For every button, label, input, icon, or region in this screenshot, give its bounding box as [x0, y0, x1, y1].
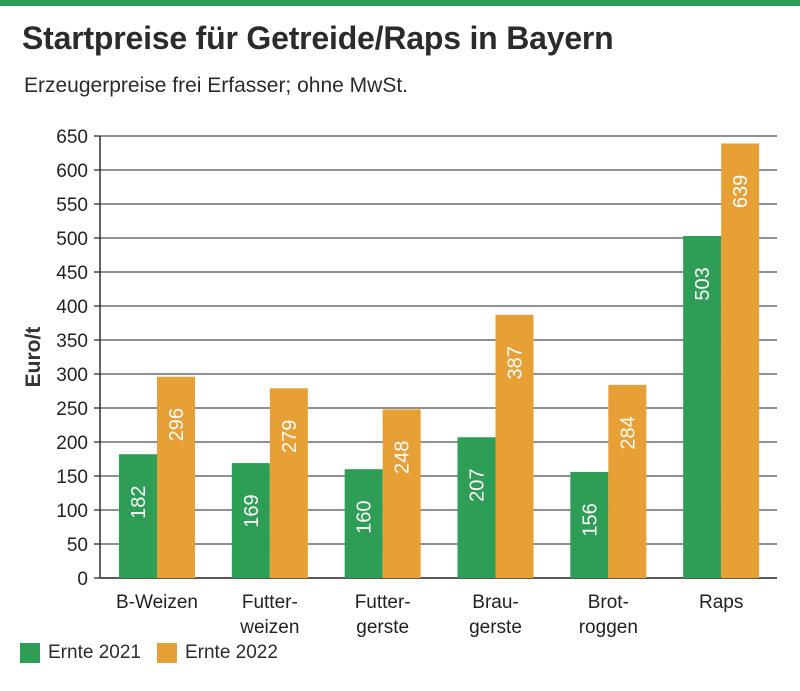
x-tick-label: Futter- — [242, 592, 298, 613]
y-tick-label: 300 — [56, 365, 88, 386]
x-tick-label: Futter- — [355, 592, 411, 613]
legend-label-2022: Ernte 2022 — [184, 642, 278, 663]
legend: Ernte 2021 Ernte 2022 — [20, 642, 294, 664]
bar — [231, 463, 270, 578]
y-tick-label: 0 — [77, 569, 88, 590]
x-tick-label: Brau- — [472, 592, 518, 613]
legend-swatch-2022 — [156, 643, 177, 663]
legend-item-2021: Ernte 2021 — [20, 642, 141, 664]
chart-title: Startpreise für Getreide/Raps in Bayern — [22, 20, 614, 56]
legend-item-2022: Ernte 2022 — [156, 642, 278, 664]
data-label: 169 — [241, 494, 263, 527]
y-tick-label: 50 — [67, 535, 88, 556]
data-label: 156 — [579, 503, 601, 536]
y-tick-label: 650 — [56, 127, 88, 148]
accent-top-bar — [0, 0, 800, 6]
y-tick-label: 400 — [56, 297, 88, 318]
y-tick-label: 500 — [56, 229, 88, 250]
legend-label-2021: Ernte 2021 — [48, 642, 141, 663]
data-label: 387 — [505, 346, 527, 379]
y-tick-label: 100 — [56, 501, 88, 522]
bar — [382, 409, 421, 578]
bar — [269, 388, 308, 578]
data-label: 279 — [279, 420, 301, 453]
bar — [570, 471, 609, 578]
data-label: 207 — [467, 469, 489, 502]
bar — [608, 384, 647, 578]
data-label: 296 — [166, 408, 188, 441]
legend-swatch-2021 — [20, 643, 40, 663]
y-tick-label: 200 — [56, 433, 88, 454]
bar — [157, 376, 195, 578]
data-label: 160 — [354, 501, 376, 534]
y-tick-label: 600 — [56, 161, 88, 182]
y-tick-label: 550 — [56, 195, 88, 216]
y-tick-label: 250 — [56, 399, 88, 420]
bar — [119, 454, 157, 578]
data-label: 503 — [692, 267, 714, 300]
bar — [683, 235, 722, 578]
bar — [457, 437, 496, 578]
bar — [495, 314, 534, 578]
data-label: 284 — [617, 416, 639, 449]
y-tick-label: 450 — [56, 263, 88, 284]
x-tick-label: Brot- — [588, 592, 629, 613]
chart-subtitle: Erzeugerpreise frei Erfasser; ohne MwSt. — [24, 74, 408, 97]
x-tick-label: Raps — [699, 592, 743, 613]
data-label: 639 — [730, 175, 752, 208]
x-tick-label: gerste — [469, 617, 522, 638]
y-axis-label: Euro/t — [22, 327, 45, 388]
x-tick-label: gerste — [356, 617, 409, 638]
y-tick-label: 150 — [56, 467, 88, 488]
data-label: 182 — [128, 486, 150, 519]
bar — [721, 143, 760, 579]
x-tick-label: B-Weizen — [116, 592, 198, 613]
bar — [344, 469, 383, 578]
y-tick-label: 350 — [56, 331, 88, 352]
x-tick-label: weizen — [239, 617, 299, 638]
x-tick-label: roggen — [579, 617, 638, 638]
data-label: 248 — [392, 441, 414, 474]
